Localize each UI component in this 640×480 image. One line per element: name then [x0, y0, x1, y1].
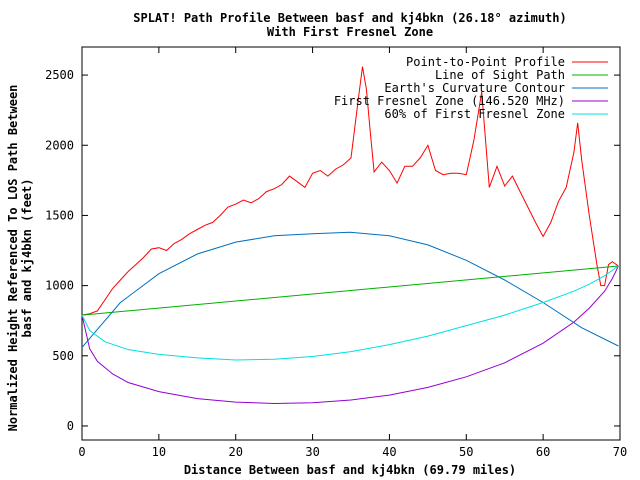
legend-label: First Fresnel Zone (146.520 MHz): [334, 94, 565, 108]
plot-frame: [81, 46, 621, 441]
series-line-2: [81, 265, 619, 316]
series-line-5: [81, 265, 619, 361]
x-axis-label: Distance Between basf and kj4bkn (69.79 …: [184, 463, 516, 477]
series-line-3: [81, 231, 619, 348]
y-tick-label: 500: [52, 349, 74, 363]
legend-label: 60% of First Fresnel Zone: [384, 107, 565, 121]
x-tick-label: 20: [228, 445, 242, 459]
x-tick-label: 60: [536, 445, 550, 459]
y-tick-label: 0: [67, 419, 74, 433]
legend-label: Line of Sight Path: [435, 68, 565, 82]
legend-label: Point-to-Point Profile: [406, 55, 565, 69]
chart-subtitle: With First Fresnel Zone: [267, 25, 433, 39]
x-tick-label: 70: [613, 445, 627, 459]
series-line-4: [81, 265, 619, 405]
x-tick-label: 10: [152, 445, 166, 459]
x-tick-label: 30: [305, 445, 319, 459]
legend-label: Earth's Curvature Contour: [384, 81, 565, 95]
series-layer: [81, 66, 619, 405]
y-axis-label-line1: Normalized Height Referenced To LOS Path…: [6, 85, 20, 432]
plot-area: 0 10 20 30 40 50 60 70 0 500 1000 1500 2000 2500: [45, 46, 627, 459]
y-axis-label-line2: basf and kj4bkn (feet): [20, 179, 34, 338]
y-tick-label: 1000: [45, 279, 74, 293]
y-tick-label: 2000: [45, 138, 74, 152]
x-tick-label: 50: [459, 445, 473, 459]
chart-title: SPLAT! Path Profile Between basf and kj4…: [133, 11, 566, 25]
y-tick-label: 1500: [45, 208, 74, 222]
y-tick-label: 2500: [45, 68, 74, 82]
x-tick-label: 0: [78, 445, 85, 459]
x-tick-label: 40: [382, 445, 396, 459]
series-line-1: [81, 66, 619, 316]
